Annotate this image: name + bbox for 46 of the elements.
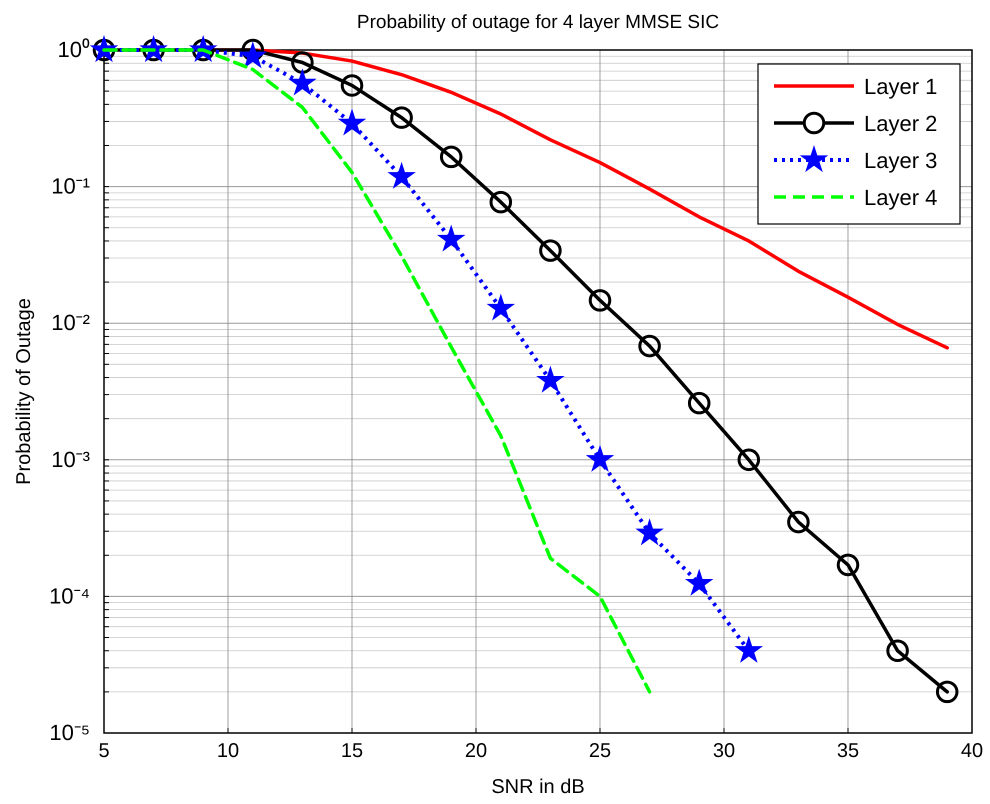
point [440, 146, 462, 168]
point [539, 239, 562, 262]
y-tick-label: 10⁰ [58, 37, 90, 62]
point [836, 554, 860, 576]
y-tick-label: 10⁻² [51, 310, 90, 336]
point [291, 51, 314, 74]
point [636, 519, 663, 545]
point [638, 334, 661, 358]
x-tick-label: 10 [216, 740, 240, 762]
x-tick-label: 5 [98, 740, 110, 762]
legend-label: Layer 3 [864, 148, 938, 173]
x-tick-label: 30 [712, 740, 736, 762]
x-tick-label: 40 [960, 740, 984, 762]
x-axis-title: SNR in dB [491, 776, 585, 798]
point [588, 289, 612, 312]
point [490, 190, 512, 214]
point [388, 162, 415, 188]
y-axis-title: Probability of Outage [13, 298, 35, 485]
x-tick-label: 20 [464, 740, 488, 762]
point [240, 42, 266, 68]
legend-label: Layer 2 [864, 111, 938, 136]
point [537, 366, 564, 392]
y-tick-label: 10⁻³ [51, 446, 90, 472]
point [488, 294, 514, 320]
point [787, 510, 810, 534]
point [340, 74, 364, 97]
x-tick-label: 25 [588, 740, 612, 762]
point [738, 448, 760, 472]
point [438, 226, 464, 251]
legend-label: Layer 1 [864, 74, 938, 99]
x-tick-label: 35 [836, 740, 860, 762]
point [586, 446, 614, 472]
point [390, 106, 413, 129]
chart-title: Probability of outage for 4 layer MMSE SIC [356, 12, 720, 33]
legend-label: Layer 4 [864, 185, 938, 210]
y-tick-label: 10⁻⁴ [49, 583, 90, 608]
point [289, 70, 316, 95]
point [936, 680, 958, 704]
point [338, 110, 366, 135]
point [688, 392, 710, 414]
y-tick-label: 10⁻⁵ [49, 720, 90, 746]
x-tick-label: 15 [340, 740, 364, 762]
point [686, 570, 712, 595]
point [736, 636, 762, 662]
point [886, 640, 909, 662]
y-tick-label: 10⁻¹ [51, 174, 90, 199]
